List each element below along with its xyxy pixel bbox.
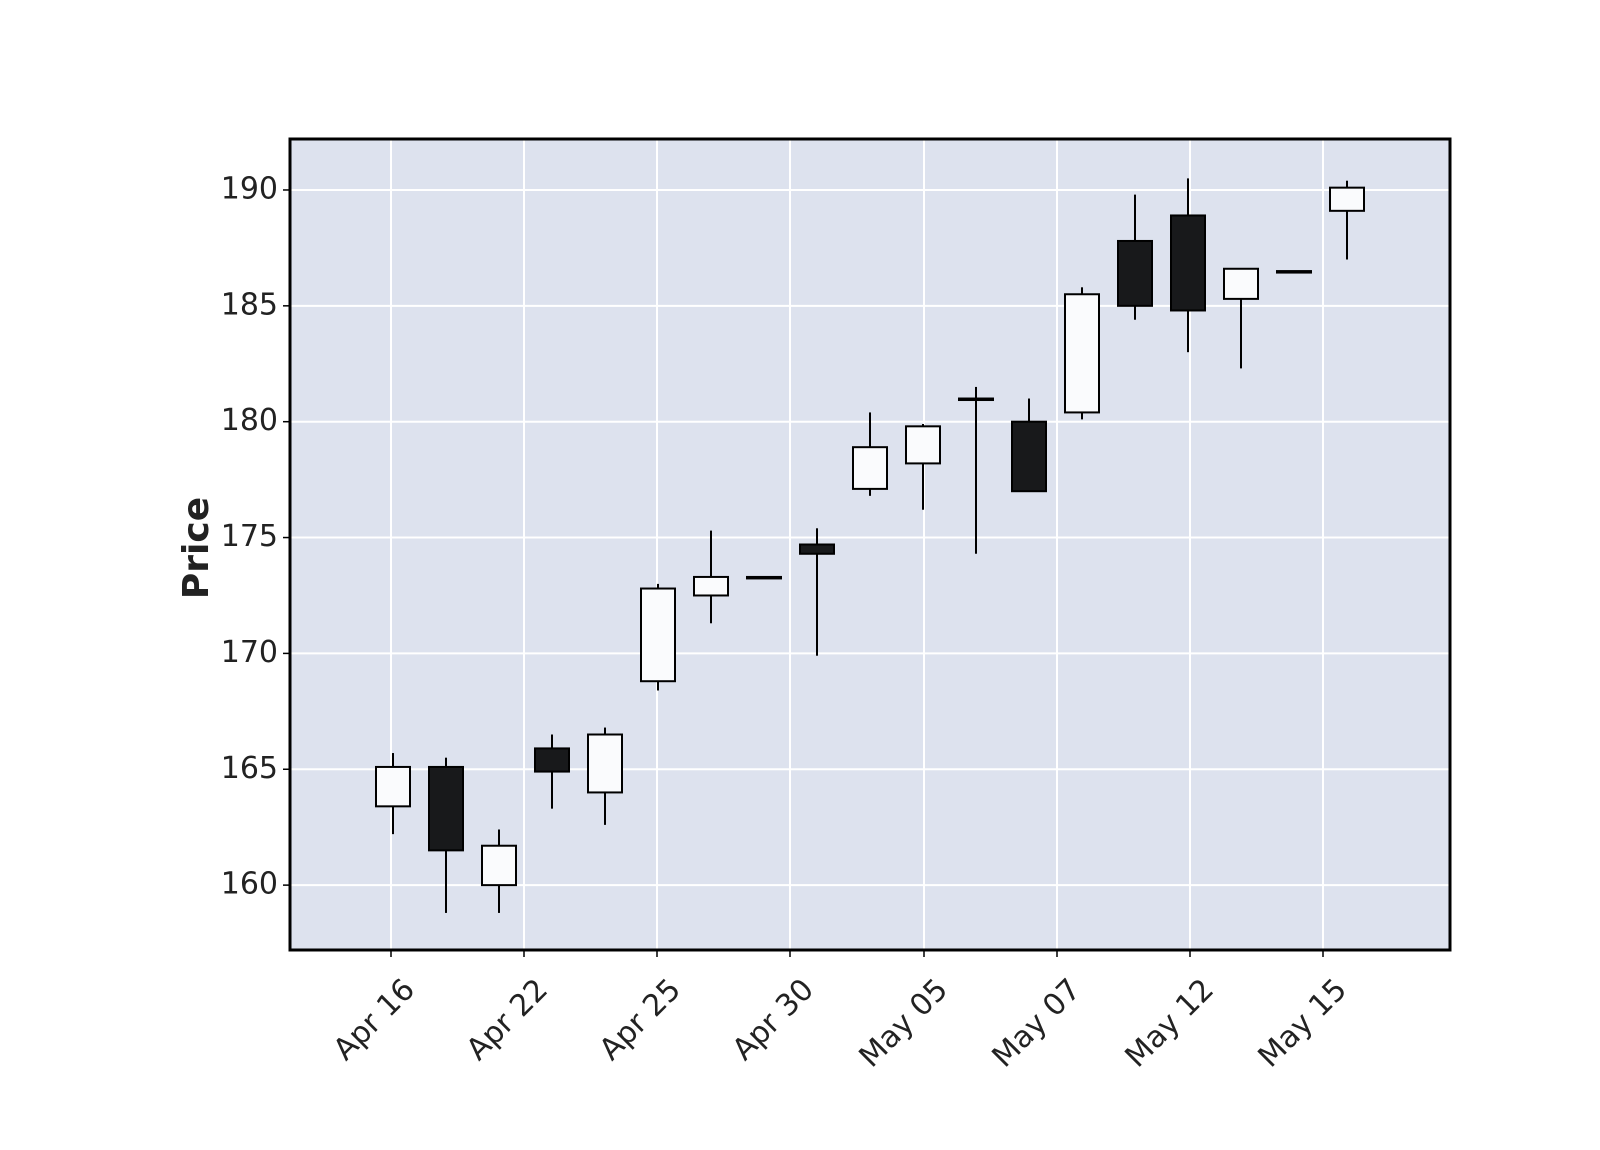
candle	[640, 583, 676, 691]
candle	[587, 727, 623, 825]
y-axis-label: Price	[176, 497, 217, 599]
candle-body	[905, 425, 941, 465]
candles	[375, 178, 1365, 913]
y-tick-label: 165	[221, 751, 278, 786]
candle-body	[375, 765, 411, 808]
candle	[1064, 287, 1100, 420]
y-tick-label: 180	[221, 403, 278, 438]
candle-body	[1117, 239, 1153, 307]
candle	[1329, 180, 1365, 260]
candle	[958, 386, 994, 554]
candle	[481, 829, 517, 913]
candle-body	[746, 575, 782, 580]
candle-body	[640, 587, 676, 683]
candle	[746, 575, 782, 580]
candle-body	[587, 733, 623, 794]
y-tick-label: 190	[221, 171, 278, 206]
candle-body	[1170, 214, 1206, 312]
candle-body	[958, 397, 994, 402]
candle-body	[799, 543, 835, 555]
y-tick-label: 185	[221, 287, 278, 322]
candle-body	[1011, 420, 1047, 493]
plot-frame	[288, 137, 1452, 952]
candle	[1117, 194, 1153, 320]
candle	[1011, 398, 1047, 493]
candle	[1223, 267, 1259, 369]
candle	[693, 530, 729, 624]
candle	[534, 734, 570, 809]
candle-body	[481, 844, 517, 887]
candle-body	[534, 747, 570, 773]
y-tick-label: 160	[221, 867, 278, 902]
candle	[905, 424, 941, 510]
candle-body	[852, 446, 888, 490]
candle-body	[428, 765, 464, 852]
y-axis-ticks: 160 165 170 175 180 185 190	[221, 171, 290, 902]
candle-body	[1329, 186, 1365, 212]
candle-body	[1223, 267, 1259, 300]
candle-body	[693, 575, 729, 597]
candle	[799, 528, 835, 656]
candle	[375, 753, 411, 835]
candle-body	[1276, 270, 1312, 274]
candle-body	[1064, 293, 1100, 414]
candle	[1276, 270, 1312, 274]
y-tick-label: 170	[221, 635, 278, 670]
candle	[852, 412, 888, 496]
grid-lines	[290, 139, 1450, 950]
y-tick-label: 175	[221, 519, 278, 554]
candle	[428, 757, 464, 913]
candle	[1170, 178, 1206, 353]
